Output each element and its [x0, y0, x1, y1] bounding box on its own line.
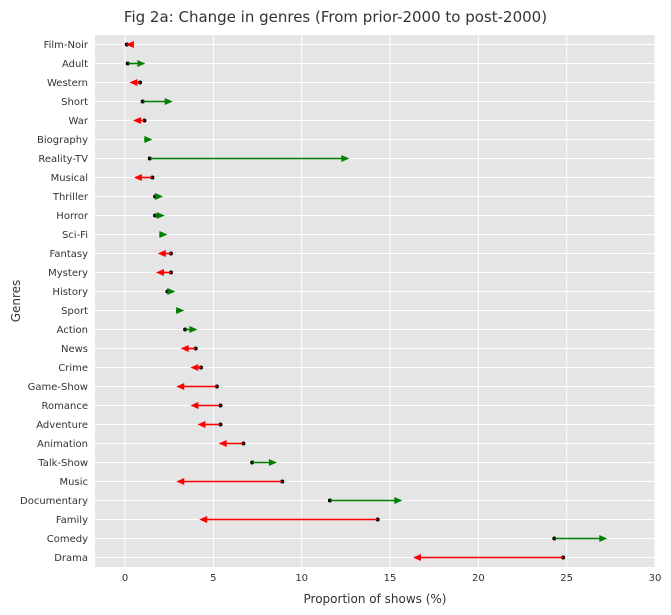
ytick-label: Music — [60, 477, 88, 488]
ytick-label: Comedy — [47, 534, 88, 545]
ytick-label: News — [61, 344, 88, 355]
xtick-label: 10 — [295, 573, 308, 584]
y-axis-label: Genres — [9, 280, 23, 323]
ytick-label: Mystery — [48, 268, 88, 279]
ytick-label: Game-Show — [28, 382, 88, 393]
ytick-label: Family — [56, 515, 88, 526]
ytick-label: Biography — [37, 135, 88, 146]
figure: Fig 2a: Change in genres (From prior-200… — [0, 0, 671, 615]
ytick-label: Romance — [42, 401, 88, 412]
ytick-label: Musical — [51, 173, 88, 184]
xtick-label: 0 — [122, 573, 128, 584]
ytick-label: Adventure — [36, 420, 88, 431]
ytick-label: Drama — [54, 553, 88, 564]
ytick-label: Film-Noir — [44, 40, 89, 51]
xtick-label: 25 — [560, 573, 573, 584]
ytick-label: Horror — [56, 211, 89, 222]
ytick-label: Documentary — [20, 496, 88, 507]
xtick-label: 20 — [472, 573, 485, 584]
x-axis-label: Proportion of shows (%) — [304, 592, 447, 606]
ytick-label: Sci-Fi — [62, 230, 88, 241]
xtick-label: 5 — [210, 573, 216, 584]
ytick-label: Reality-TV — [38, 154, 88, 165]
ytick-label: Fantasy — [50, 249, 89, 260]
xtick-label: 30 — [649, 573, 662, 584]
ytick-label: History — [52, 287, 88, 298]
ytick-label: Adult — [62, 59, 88, 70]
ytick-label: Western — [47, 78, 88, 89]
xtick-label: 15 — [384, 573, 397, 584]
ytick-label: Talk-Show — [37, 458, 88, 469]
ytick-label: Thriller — [52, 192, 89, 203]
ytick-label: Short — [61, 97, 88, 108]
ytick-label: Action — [57, 325, 88, 336]
ytick-label: War — [69, 116, 89, 127]
ytick-label: Sport — [61, 306, 88, 317]
plot-svg: 0 5 10 15 20 25 30 Film-Noir Adult Western Short Wa… — [0, 0, 671, 615]
ytick-label: Animation — [37, 439, 88, 450]
ytick-label: Crime — [58, 363, 88, 374]
